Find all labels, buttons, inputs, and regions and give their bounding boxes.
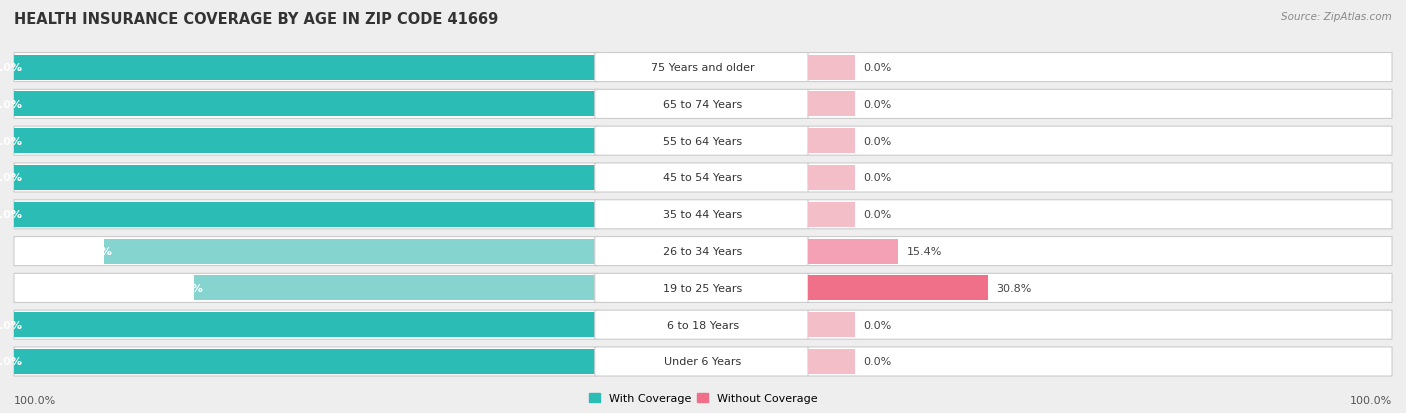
Bar [14, 92, 598, 117]
Bar [14, 349, 598, 374]
FancyBboxPatch shape [808, 237, 1392, 266]
Bar [14, 129, 598, 154]
FancyBboxPatch shape [14, 164, 598, 192]
Text: Source: ZipAtlas.com: Source: ZipAtlas.com [1281, 12, 1392, 22]
Text: 0.0%: 0.0% [863, 356, 891, 367]
Text: 100.0%: 100.0% [0, 136, 22, 146]
Text: 100.0%: 100.0% [0, 320, 22, 330]
FancyBboxPatch shape [808, 164, 1392, 192]
Text: 55 to 64 Years: 55 to 64 Years [664, 136, 742, 146]
Bar [808, 55, 855, 81]
Bar [808, 166, 855, 190]
Bar [808, 202, 855, 227]
Bar [14, 312, 598, 337]
Text: 30.8%: 30.8% [997, 283, 1032, 293]
Bar [194, 276, 598, 301]
FancyBboxPatch shape [808, 53, 1392, 83]
Text: 0.0%: 0.0% [863, 100, 891, 109]
Text: 100.0%: 100.0% [0, 100, 22, 109]
Bar [808, 276, 988, 301]
Bar [808, 239, 898, 264]
Bar [104, 239, 598, 264]
Bar [14, 166, 598, 190]
Text: 100.0%: 100.0% [0, 356, 22, 367]
Text: 69.2%: 69.2% [163, 283, 202, 293]
Text: 6 to 18 Years: 6 to 18 Years [666, 320, 740, 330]
Text: 0.0%: 0.0% [863, 63, 891, 73]
FancyBboxPatch shape [595, 164, 811, 192]
Text: 35 to 44 Years: 35 to 44 Years [664, 210, 742, 220]
FancyBboxPatch shape [14, 274, 598, 303]
Text: 100.0%: 100.0% [0, 210, 22, 220]
Text: 84.6%: 84.6% [75, 247, 112, 256]
Text: 65 to 74 Years: 65 to 74 Years [664, 100, 742, 109]
Text: 100.0%: 100.0% [14, 395, 56, 405]
Text: 15.4%: 15.4% [907, 247, 942, 256]
Text: 100.0%: 100.0% [0, 63, 22, 73]
FancyBboxPatch shape [595, 311, 811, 339]
Text: 0.0%: 0.0% [863, 136, 891, 146]
Text: 0.0%: 0.0% [863, 173, 891, 183]
FancyBboxPatch shape [595, 90, 811, 119]
FancyBboxPatch shape [14, 311, 598, 339]
Legend: With Coverage, Without Coverage: With Coverage, Without Coverage [585, 388, 821, 408]
Text: 26 to 34 Years: 26 to 34 Years [664, 247, 742, 256]
FancyBboxPatch shape [595, 127, 811, 156]
FancyBboxPatch shape [595, 237, 811, 266]
FancyBboxPatch shape [14, 237, 598, 266]
Text: 45 to 54 Years: 45 to 54 Years [664, 173, 742, 183]
Text: Under 6 Years: Under 6 Years [665, 356, 741, 367]
FancyBboxPatch shape [808, 200, 1392, 229]
Bar [14, 55, 598, 81]
Text: 75 Years and older: 75 Years and older [651, 63, 755, 73]
FancyBboxPatch shape [595, 274, 811, 303]
FancyBboxPatch shape [808, 347, 1392, 376]
FancyBboxPatch shape [595, 347, 811, 376]
Bar [14, 202, 598, 227]
Bar [808, 312, 855, 337]
FancyBboxPatch shape [14, 347, 598, 376]
FancyBboxPatch shape [14, 90, 598, 119]
Text: 100.0%: 100.0% [0, 173, 22, 183]
Text: 0.0%: 0.0% [863, 210, 891, 220]
FancyBboxPatch shape [595, 200, 811, 229]
FancyBboxPatch shape [14, 200, 598, 229]
FancyBboxPatch shape [808, 90, 1392, 119]
Bar [808, 129, 855, 154]
Text: 0.0%: 0.0% [863, 320, 891, 330]
FancyBboxPatch shape [808, 274, 1392, 303]
Bar [808, 349, 855, 374]
Text: 100.0%: 100.0% [1350, 395, 1392, 405]
Bar [808, 92, 855, 117]
Text: HEALTH INSURANCE COVERAGE BY AGE IN ZIP CODE 41669: HEALTH INSURANCE COVERAGE BY AGE IN ZIP … [14, 12, 498, 27]
FancyBboxPatch shape [595, 53, 811, 83]
FancyBboxPatch shape [808, 311, 1392, 339]
FancyBboxPatch shape [14, 127, 598, 156]
Text: 19 to 25 Years: 19 to 25 Years [664, 283, 742, 293]
FancyBboxPatch shape [808, 127, 1392, 156]
FancyBboxPatch shape [14, 53, 598, 83]
